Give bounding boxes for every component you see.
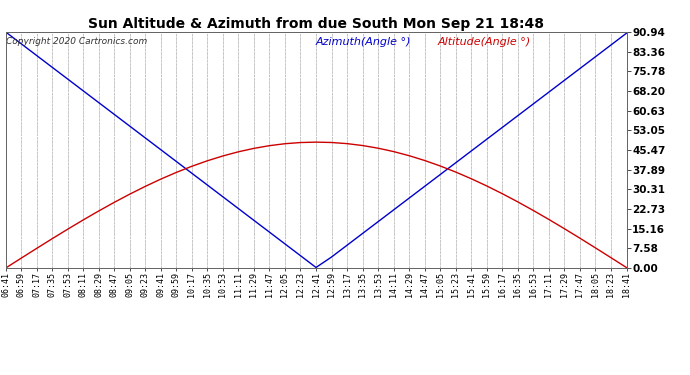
Text: Copyright 2020 Cartronics.com: Copyright 2020 Cartronics.com <box>6 37 148 46</box>
Title: Sun Altitude & Azimuth from due South Mon Sep 21 18:48: Sun Altitude & Azimuth from due South Mo… <box>88 17 544 31</box>
Text: Altitude(Angle °): Altitude(Angle °) <box>437 37 531 46</box>
Text: Azimuth(Angle °): Azimuth(Angle °) <box>316 37 411 46</box>
